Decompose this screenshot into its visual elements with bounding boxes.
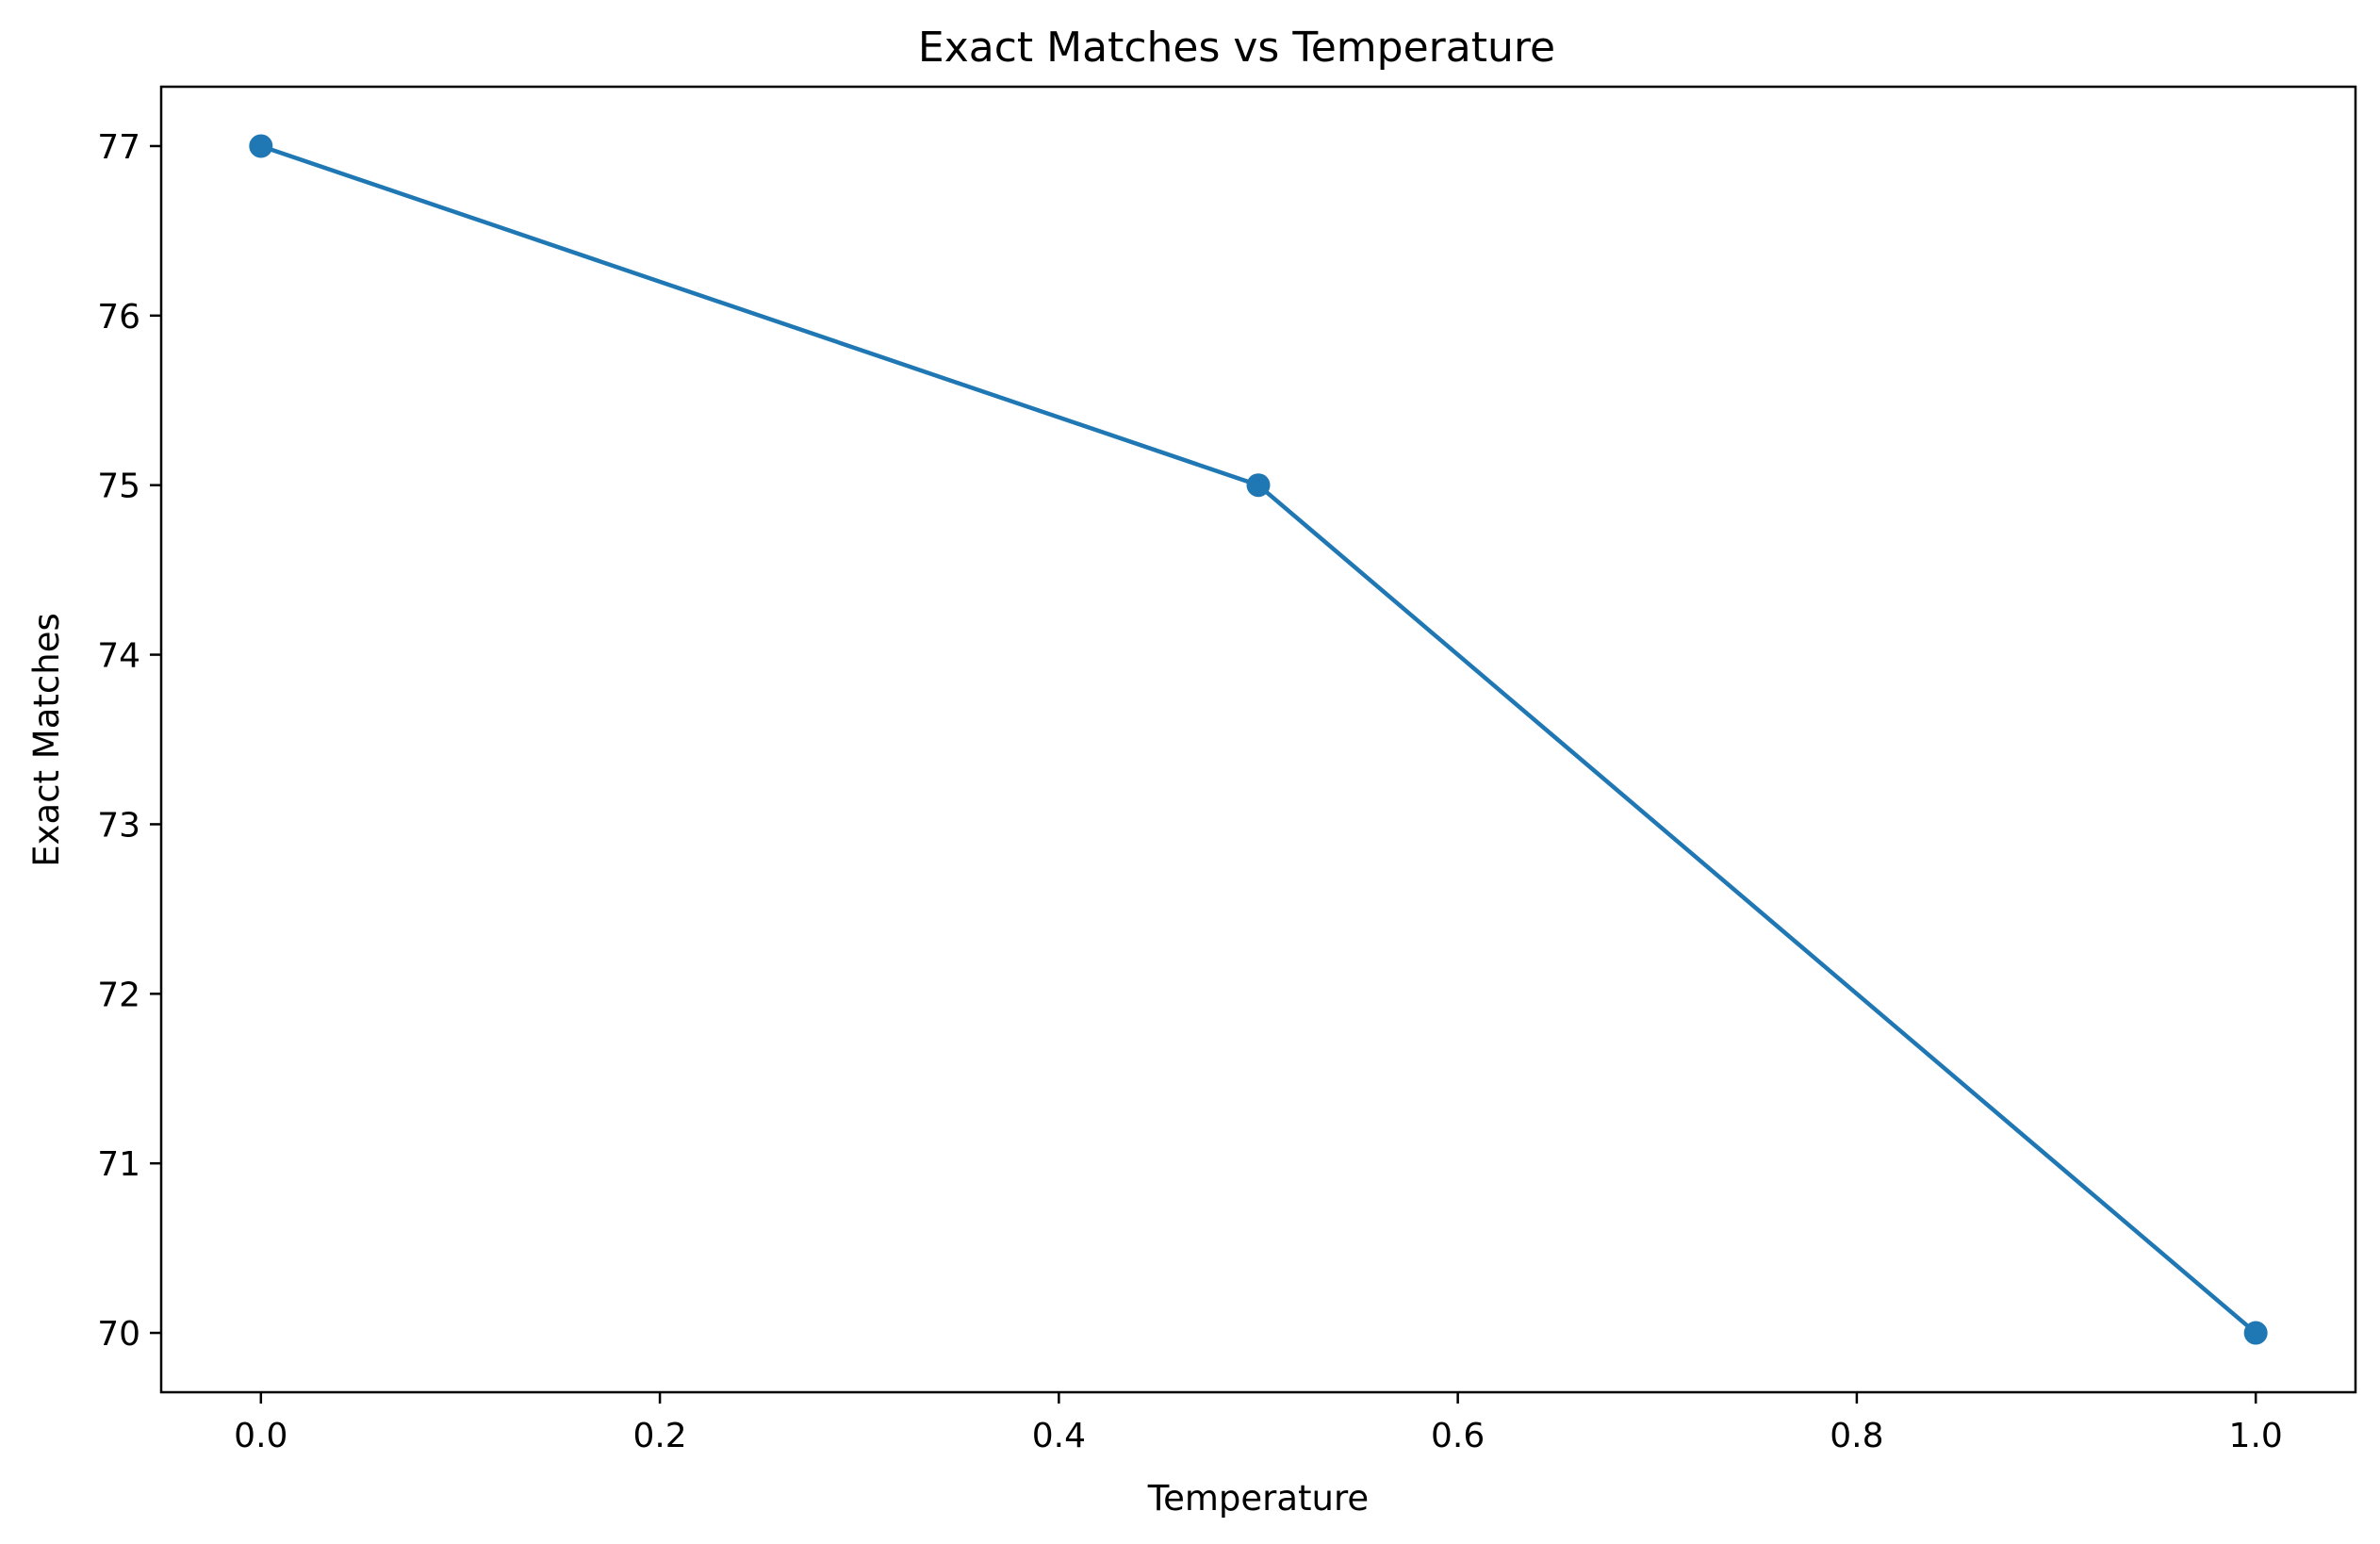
y-axis: 70 71 72 73 74 75 76 77 — [97, 128, 161, 1354]
y-tick-label: 70 — [97, 1315, 140, 1354]
y-tick-label: 77 — [97, 128, 140, 167]
data-point — [2243, 1321, 2268, 1345]
y-tick-label: 72 — [97, 976, 140, 1014]
series-line — [258, 143, 2258, 1336]
x-tick-label: 0.6 — [1431, 1417, 1485, 1455]
axes-frame — [159, 85, 2357, 1394]
x-tick-label: 0.2 — [632, 1417, 686, 1455]
x-axis: 0.0 0.2 0.4 0.6 0.8 1.0 — [234, 1392, 2283, 1455]
series-layer — [249, 134, 2268, 1345]
y-tick-label: 75 — [97, 468, 140, 506]
y-tick-label: 73 — [97, 806, 140, 845]
data-point — [249, 134, 273, 158]
y-tick-label: 74 — [97, 637, 140, 676]
x-axis-label: Temperature — [1147, 1478, 1369, 1519]
plot-area: 0.0 0.2 0.4 0.6 0.8 1.0 70 71 72 73 74 75 76 77 — [97, 85, 2357, 1455]
x-tick-label: 0.8 — [1830, 1417, 1883, 1455]
x-tick-label: 0.0 — [234, 1417, 287, 1455]
chart-title: Exact Matches vs Temperature — [918, 24, 1555, 72]
x-tick-label: 1.0 — [2229, 1417, 2283, 1455]
y-tick-label: 71 — [97, 1145, 140, 1184]
x-tick-label: 0.4 — [1032, 1417, 1086, 1455]
y-axis-label: Exact Matches — [26, 613, 67, 867]
y-tick-label: 76 — [97, 298, 140, 337]
data-point — [1246, 473, 1271, 498]
